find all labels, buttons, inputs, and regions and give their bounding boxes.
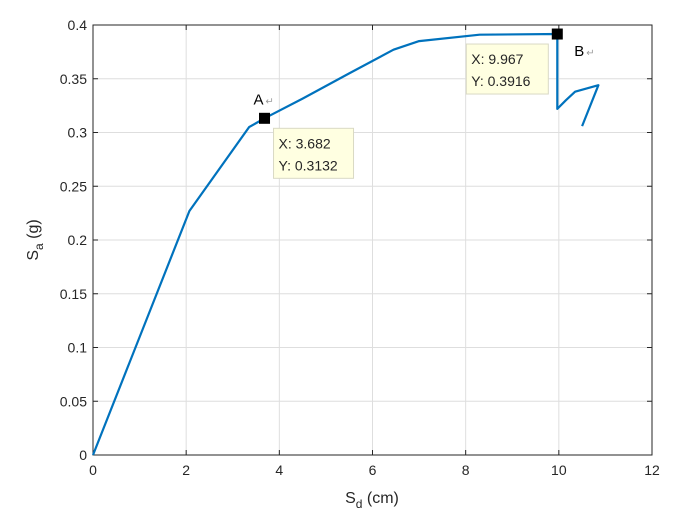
y-axis-label: Sa (g)	[25, 219, 46, 260]
point-label: A	[254, 91, 264, 108]
y-tick-label: 0.05	[60, 393, 87, 409]
y-tick-label: 0.15	[60, 286, 87, 302]
x-axis-label-base: S	[345, 490, 356, 507]
y-tick-label: 0.3	[68, 125, 88, 141]
datatip-marker	[551, 28, 563, 40]
return-mark: ↵	[266, 96, 274, 107]
y-axis-label-sub: a	[32, 243, 46, 250]
datatip-y: Y: 0.3132	[279, 157, 338, 173]
x-tick-label: 6	[369, 462, 377, 478]
datatip-x: X: 9.967	[471, 51, 523, 67]
x-axis-ticks: 0 2 4 6 8 10 12	[89, 25, 660, 478]
x-tick-label: 4	[275, 462, 283, 478]
y-axis-label-rest: (g)	[25, 219, 42, 243]
x-tick-label: 12	[644, 462, 660, 478]
annotation-b: X: 9.967 Y: 0.3916 B ↵	[465, 28, 595, 95]
x-tick-label: 8	[462, 462, 470, 478]
series-line	[91, 32, 600, 456]
x-tick-label: 2	[182, 462, 190, 478]
datatip-box	[273, 127, 355, 179]
annotation-a: X: 3.682 Y: 0.3132 A ↵	[254, 91, 355, 179]
point-label: B	[574, 43, 584, 60]
y-tick-label: 0.25	[60, 178, 87, 194]
x-tick-label: 10	[551, 462, 567, 478]
y-tick-label: 0.35	[60, 71, 87, 87]
y-tick-label: 0.1	[68, 340, 88, 356]
x-axis-label: Sd (cm)	[345, 490, 399, 511]
datatip-x: X: 3.682	[279, 135, 331, 151]
y-tick-label: 0.2	[68, 232, 88, 248]
datatip-box	[465, 43, 549, 95]
x-axis-label-sub: d	[356, 497, 363, 511]
y-axis-ticks: 0 0.05 0.1 0.15 0.2 0.25 0.3 0.35 0.4	[60, 17, 652, 463]
return-mark: ↵	[586, 48, 594, 59]
grid	[93, 25, 652, 455]
datatip-y: Y: 0.3916	[471, 73, 530, 89]
y-tick-label: 0.4	[68, 17, 88, 33]
x-axis-label-rest: (cm)	[362, 490, 398, 507]
x-tick-label: 0	[89, 462, 97, 478]
datatip-marker	[259, 112, 271, 124]
y-tick-label: 0	[79, 447, 87, 463]
y-axis-label-base: S	[25, 250, 42, 261]
